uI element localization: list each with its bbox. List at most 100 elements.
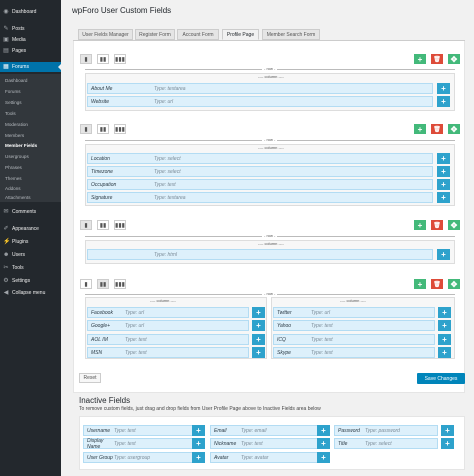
menu-comments[interactable]: ✉ Comments — [3, 209, 37, 215]
submenu-dashboard[interactable]: Dashboard — [5, 78, 28, 83]
tab-member-search-form[interactable]: Member Search Form — [262, 29, 320, 40]
add-field-button[interactable]: + — [317, 438, 330, 449]
field-occupation[interactable]: Occupation Type: text — [87, 179, 433, 190]
submenu-members[interactable]: Members — [5, 133, 25, 138]
inactive-field-user-group[interactable]: User Group Type: usergroup — [83, 452, 193, 463]
delete-row-button[interactable]: 🗑 — [431, 124, 443, 134]
submenu-addons[interactable]: Addons — [5, 186, 21, 191]
submenu-settings[interactable]: Settings — [5, 100, 22, 105]
three-column-layout-button[interactable]: ▮▮▮ — [114, 279, 126, 289]
add-field-button[interactable]: + — [438, 320, 451, 331]
submenu-tools[interactable]: Tools — [5, 111, 16, 116]
save-changes-button[interactable]: Save Changes — [417, 373, 465, 384]
add-field-button[interactable]: + — [438, 347, 451, 358]
menu-appearance[interactable]: ✐ Appearance — [3, 226, 39, 232]
add-field-button[interactable]: + — [437, 83, 450, 94]
submenu-themes[interactable]: Themes — [5, 176, 22, 181]
add-field-button[interactable]: + — [437, 96, 450, 107]
move-row-button[interactable]: ✥ — [448, 124, 460, 134]
add-field-button[interactable]: + — [437, 192, 450, 203]
field-signature[interactable]: Signature Type: textarea — [87, 192, 433, 203]
menu-forums[interactable]: ▦ Forums — [0, 62, 61, 72]
field-html[interactable]: Type: html — [87, 249, 433, 260]
tab-user-fields-manager[interactable]: User Fields Manager — [78, 29, 133, 40]
tab-profile-page[interactable]: Profile Page — [222, 29, 259, 40]
add-row-button[interactable]: + — [414, 220, 426, 230]
field-timezone[interactable]: Timezone Type: select — [87, 166, 433, 177]
one-column-layout-button[interactable]: ▮ — [80, 279, 92, 289]
add-field-button[interactable]: + — [437, 179, 450, 190]
submenu-usergroups[interactable]: Usergroups — [5, 154, 29, 159]
field-website[interactable]: Website Type: url — [87, 96, 433, 107]
three-column-layout-button[interactable]: ▮▮▮ — [114, 220, 126, 230]
add-field-button[interactable]: + — [192, 425, 205, 436]
inactive-field-email[interactable]: Email Type: email — [210, 425, 320, 436]
menu-pages[interactable]: ▤ Pages — [3, 48, 27, 54]
add-field-button[interactable]: + — [441, 438, 454, 449]
two-column-layout-button[interactable]: ▮▮ — [97, 124, 109, 134]
inactive-field-password[interactable]: Password Type: password — [334, 425, 438, 436]
field-google-plus[interactable]: Google+ Type: url — [87, 320, 249, 331]
move-row-button[interactable]: ✥ — [448, 220, 460, 230]
add-field-button[interactable]: + — [438, 307, 451, 318]
move-row-button[interactable]: ✥ — [448, 54, 460, 64]
add-row-button[interactable]: + — [414, 124, 426, 134]
reset-button[interactable]: Reset — [79, 373, 101, 383]
delete-row-button[interactable]: 🗑 — [431, 220, 443, 230]
inactive-field-avatar[interactable]: Avatar Type: avatar — [210, 452, 320, 463]
add-field-button[interactable]: + — [252, 320, 265, 331]
add-field-button[interactable]: + — [192, 438, 205, 449]
one-column-layout-button[interactable]: ▮ — [80, 124, 92, 134]
add-field-button[interactable]: + — [437, 153, 450, 164]
submenu-attachments[interactable]: Attachments — [5, 195, 31, 200]
delete-row-button[interactable]: 🗑 — [431, 54, 443, 64]
two-column-layout-button[interactable]: ▮▮ — [97, 54, 109, 64]
submenu-phrases[interactable]: Phrases — [5, 165, 22, 170]
move-row-button[interactable]: ✥ — [448, 279, 460, 289]
two-column-layout-button[interactable]: ▮▮ — [97, 279, 109, 289]
field-location[interactable]: Location Type: select — [87, 153, 433, 164]
field-icq[interactable]: ICQ Type: text — [273, 334, 435, 345]
add-field-button[interactable]: + — [437, 249, 450, 260]
one-column-layout-button[interactable]: ▮ — [80, 220, 92, 230]
inactive-field-display-name[interactable]: Display Name Type: text — [83, 438, 193, 450]
add-field-button[interactable]: + — [252, 347, 265, 358]
add-row-button[interactable]: + — [414, 279, 426, 289]
inactive-field-username[interactable]: Username Type: text — [83, 425, 193, 436]
delete-row-button[interactable]: 🗑 — [431, 279, 443, 289]
submenu-forums[interactable]: Forums — [5, 89, 21, 94]
field-about-me[interactable]: About Me Type: textarea — [87, 83, 433, 94]
submenu-member-fields[interactable]: Member Fields — [5, 143, 38, 148]
three-column-layout-button[interactable]: ▮▮▮ — [114, 124, 126, 134]
inactive-field-nickname[interactable]: Nickname Type: text — [210, 438, 320, 449]
submenu-moderation[interactable]: Moderation — [5, 122, 28, 127]
add-field-button[interactable]: + — [252, 334, 265, 345]
three-column-layout-button[interactable]: ▮▮▮ — [114, 54, 126, 64]
add-field-button[interactable]: + — [252, 307, 265, 318]
add-field-button[interactable]: + — [438, 334, 451, 345]
menu-settings[interactable]: ⚙ Settings — [3, 278, 31, 284]
add-field-button[interactable]: + — [441, 425, 454, 436]
two-column-layout-button[interactable]: ▮▮ — [97, 220, 109, 230]
field-twitter[interactable]: Twitter Type: url — [273, 307, 435, 318]
field-aol-im[interactable]: AOL IM Type: text — [87, 334, 249, 345]
field-yahoo[interactable]: Yahoo Type: text — [273, 320, 435, 331]
add-field-button[interactable]: + — [437, 166, 450, 177]
menu-media[interactable]: ▣ Media — [3, 37, 26, 43]
add-field-button[interactable]: + — [317, 452, 330, 463]
menu-collapse[interactable]: ◀ Collapse menu — [3, 290, 46, 296]
tab-register-form[interactable]: Register Form — [135, 29, 175, 40]
one-column-layout-button[interactable]: ▮ — [80, 54, 92, 64]
add-row-button[interactable]: + — [414, 54, 426, 64]
menu-dashboard[interactable]: ◉ Dashboard — [3, 9, 37, 15]
tab-account-form[interactable]: Account Form — [177, 29, 219, 40]
add-field-button[interactable]: + — [317, 425, 330, 436]
menu-users[interactable]: ☻ Users — [3, 252, 26, 258]
field-skype[interactable]: Skype Type: text — [273, 347, 435, 358]
add-field-button[interactable]: + — [192, 452, 205, 463]
field-msn[interactable]: MSN Type: text — [87, 347, 249, 358]
menu-tools[interactable]: ✂ Tools — [3, 265, 24, 271]
field-facebook[interactable]: Facebook Type: url — [87, 307, 249, 318]
menu-posts[interactable]: ✎ Posts — [3, 26, 25, 32]
menu-plugins[interactable]: ⚡ Plugins — [3, 239, 29, 245]
